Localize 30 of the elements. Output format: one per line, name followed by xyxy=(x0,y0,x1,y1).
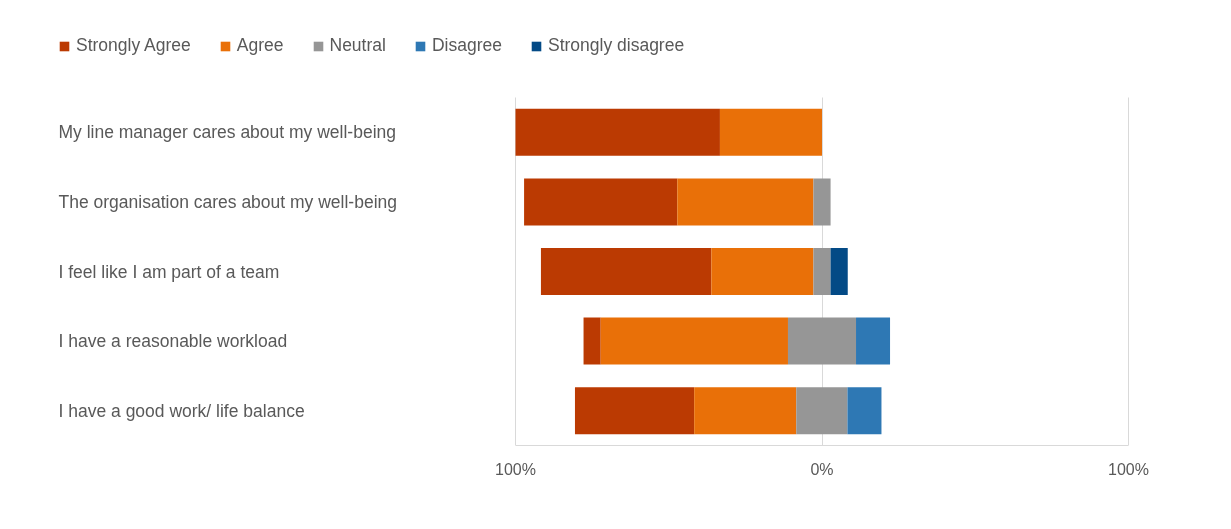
bar xyxy=(856,317,891,365)
y-tick-label: My line manager cares about my well-being xyxy=(58,122,397,143)
bar xyxy=(711,248,814,295)
bar xyxy=(796,387,848,435)
legend-label: Strongly Agree xyxy=(76,35,191,56)
bar xyxy=(847,387,882,435)
x-tick-label: 100% xyxy=(495,460,536,478)
legend-label: Neutral xyxy=(329,35,386,56)
bar xyxy=(813,248,831,295)
bar xyxy=(813,178,831,226)
bar xyxy=(600,317,788,365)
bar xyxy=(694,387,797,435)
legend-label: Strongly disagree xyxy=(547,35,685,56)
bar xyxy=(583,317,601,365)
y-tick-label: I have a reasonable workload xyxy=(58,331,288,352)
legend-label: Disagree xyxy=(431,35,502,56)
bar xyxy=(524,178,678,226)
y-tick-label: I feel like I am part of a team xyxy=(58,261,280,282)
legend-label: Agree xyxy=(236,35,284,56)
bar xyxy=(540,248,712,295)
y-tick-label: I have a good work/ life balance xyxy=(58,400,305,421)
bar xyxy=(574,387,695,435)
y-tick-label: The organisation cares about my well-being xyxy=(58,191,398,212)
bar xyxy=(515,108,720,156)
x-tick-label: 0% xyxy=(810,460,834,478)
bar xyxy=(830,248,848,295)
bar xyxy=(677,178,814,226)
x-tick-label: 100% xyxy=(1108,460,1149,478)
bar xyxy=(719,108,822,156)
bar xyxy=(787,317,857,365)
